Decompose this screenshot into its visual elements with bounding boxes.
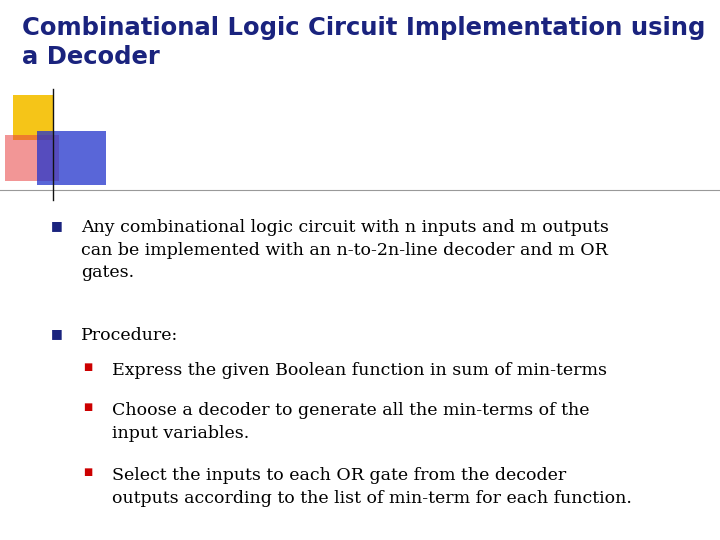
- Text: Combinational Logic Circuit Implementation using
a Decoder: Combinational Logic Circuit Implementati…: [22, 16, 705, 69]
- Text: Any combinational logic circuit with n inputs and m outputs
can be implemented w: Any combinational logic circuit with n i…: [81, 219, 608, 281]
- Text: Choose a decoder to generate all the min-terms of the
input variables.: Choose a decoder to generate all the min…: [112, 402, 589, 442]
- Text: ■: ■: [83, 362, 92, 372]
- Bar: [37, 131, 106, 185]
- Text: Procedure:: Procedure:: [81, 327, 178, 343]
- Text: ■: ■: [83, 467, 92, 477]
- Text: Express the given Boolean function in sum of min-terms: Express the given Boolean function in su…: [112, 362, 606, 379]
- Text: ■: ■: [50, 219, 62, 232]
- Bar: [13, 94, 53, 140]
- Text: ■: ■: [50, 327, 62, 340]
- Bar: [5, 135, 59, 181]
- Text: Select the inputs to each OR gate from the decoder
outputs according to the list: Select the inputs to each OR gate from t…: [112, 467, 631, 507]
- Text: ■: ■: [83, 402, 92, 413]
